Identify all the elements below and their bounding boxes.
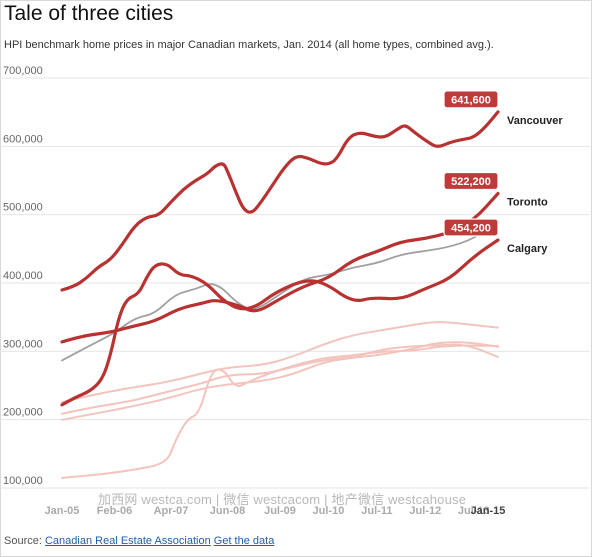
y-tick-label: 300,000	[3, 338, 43, 350]
toronto-series-name: Toronto	[507, 196, 548, 208]
x-tick-label: Jul-11	[361, 505, 392, 517]
faded-series-line-5	[61, 341, 499, 421]
source-label: Source:	[4, 535, 42, 547]
grid-lines	[0, 77, 590, 489]
source-link[interactable]: Canadian Real Estate Association	[44, 535, 211, 547]
chart-subtitle: HPI benchmark home prices in major Canad…	[4, 39, 494, 51]
faded-series-line-7	[61, 343, 499, 415]
x-tick-label: Jul-09	[264, 505, 296, 517]
series-lines	[60, 110, 500, 479]
get-data-link[interactable]: Get the data	[213, 535, 275, 547]
y-tick-label: 700,000	[3, 65, 43, 77]
y-tick-label: 500,000	[3, 202, 43, 214]
source-footer: Source: Canadian Real Estate Association…	[4, 535, 274, 547]
y-axis: 100,000 200,000 300,000 400,000 500,000 600,0…	[3, 65, 43, 487]
end-labels: 641,600 Vancouver 522,200 Toronto 454,200 Cal…	[443, 90, 563, 255]
x-tick-label: Jul-12	[409, 505, 441, 517]
toronto-value-label: 522,200	[451, 176, 491, 188]
y-tick-label: 400,000	[3, 270, 43, 282]
composite-series-line-3	[61, 220, 499, 362]
y-tick-label: 200,000	[3, 407, 43, 419]
x-tick-label: Jul-10	[313, 505, 345, 517]
y-tick-label: 100,000	[3, 475, 43, 487]
calgary-line	[60, 238, 500, 407]
vancouver-value-label: 641,600	[451, 94, 491, 106]
faded-series-line-4	[61, 321, 499, 404]
calgary-series-name: Calgary	[507, 243, 548, 255]
calgary-value-badge	[443, 218, 499, 237]
x-tick-label: Jan-15	[471, 505, 506, 517]
x-axis: Jan-05 Feb-06 Apr-07 Jun-08 Jul-09 Jul-10 Jul-…	[45, 505, 506, 517]
calgary-value-label: 454,200	[451, 222, 491, 234]
faded-series-line-6	[61, 344, 499, 479]
vancouver-value-badge	[443, 90, 499, 109]
chart-title: Tale of three cities	[4, 2, 174, 25]
y-tick-label: 600,000	[3, 133, 43, 145]
x-tick-label: Jan-05	[45, 505, 80, 517]
vancouver-series-name: Vancouver	[507, 115, 563, 127]
toronto-value-badge	[443, 171, 499, 191]
toronto-line	[60, 191, 500, 344]
x-tick-label: Jul-13	[458, 505, 490, 517]
x-tick-label: Feb-06	[97, 505, 132, 517]
x-tick-label: Apr-07	[154, 505, 189, 517]
vancouver-line	[60, 110, 500, 292]
watermark: 加西网 westca.com | 微信 westcacom | 地产微信 wes…	[98, 492, 467, 507]
x-tick-label: Jun-08	[210, 505, 245, 517]
